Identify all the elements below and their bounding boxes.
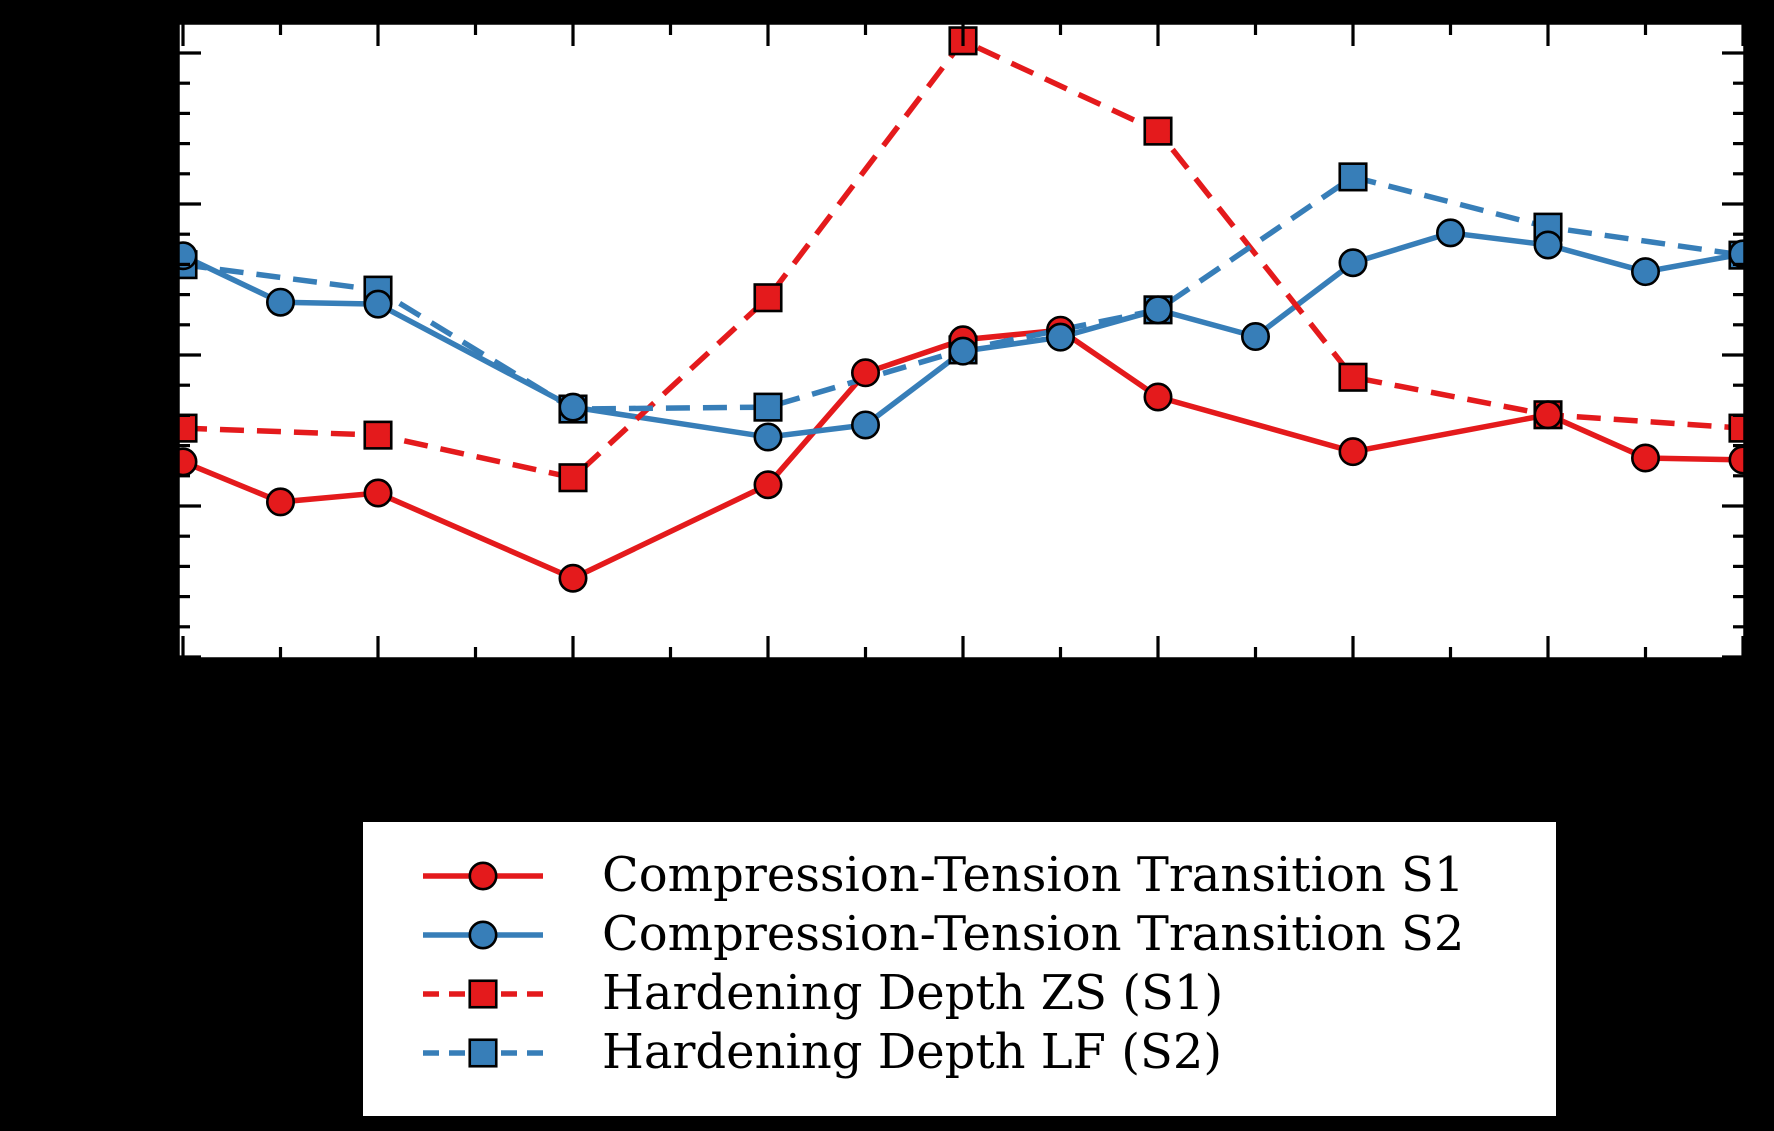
legend-label-hardening-zs: Hardening Depth ZS (S1) bbox=[602, 965, 1224, 1021]
legend-item-hardening-zs: Hardening Depth ZS (S1) bbox=[363, 964, 1556, 1023]
legend-item-transition-s2: Compression-Tension Transition S2 bbox=[363, 905, 1556, 964]
legend-handle-dashed-red-square-icon bbox=[423, 978, 543, 1009]
legend: Compression-Tension Transition S1 Compre… bbox=[360, 819, 1559, 1119]
legend-handle-solid-blue-circle-icon bbox=[423, 920, 543, 949]
legend-label-transition-s2: Compression-Tension Transition S2 bbox=[602, 906, 1465, 962]
legend-handle-solid-red-circle-icon bbox=[423, 861, 543, 890]
legend-label-transition-s1: Compression-Tension Transition S1 bbox=[602, 847, 1465, 903]
legend-item-transition-s1: Compression-Tension Transition S1 bbox=[363, 846, 1556, 905]
legend-handle-dashed-blue-square-icon bbox=[423, 1037, 543, 1068]
legend-label-hardening-lf: Hardening Depth LF (S2) bbox=[602, 1024, 1223, 1080]
legend-item-hardening-lf: Hardening Depth LF (S2) bbox=[363, 1023, 1556, 1082]
